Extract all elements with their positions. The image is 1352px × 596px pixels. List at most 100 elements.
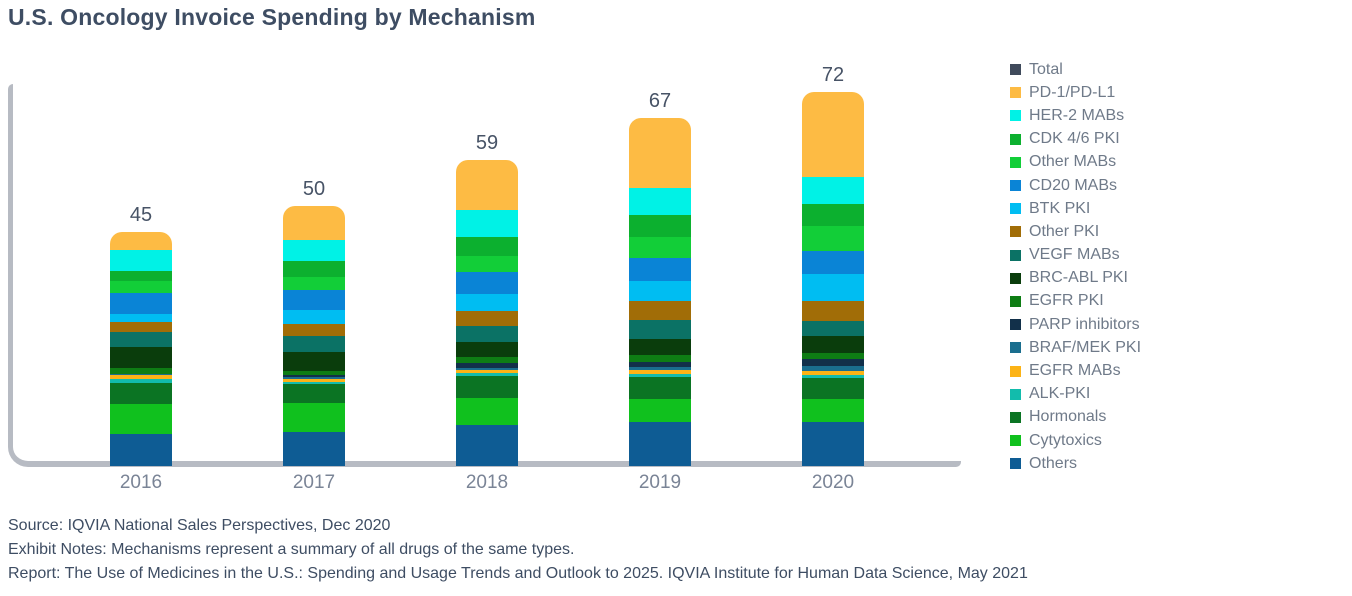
bar-segment	[802, 176, 864, 204]
legend-swatch-icon	[1010, 295, 1021, 307]
bar-segment	[802, 374, 864, 378]
bar-segment	[629, 215, 691, 238]
bar-segment	[629, 280, 691, 302]
bar-total-label: 45	[129, 204, 153, 227]
legend-label: BRC-ABL PKI	[1029, 269, 1128, 287]
legend-label: BTK PKI	[1029, 199, 1091, 217]
bar-segment	[110, 383, 172, 404]
bar-segment	[802, 377, 864, 400]
bar-segment	[110, 374, 172, 380]
bar-segment	[629, 422, 691, 466]
legend-label: Other MABs	[1029, 153, 1117, 171]
legend-label: Total	[1029, 60, 1063, 78]
legend-item: BRAF/MEK PKI	[1010, 336, 1141, 359]
bar-segment	[802, 300, 864, 321]
bar-segment	[629, 257, 691, 281]
bar-segment	[283, 240, 345, 261]
notes-line: Exhibit Notes: Mechanisms represent a su…	[8, 541, 575, 558]
legend-swatch-icon	[1010, 87, 1021, 99]
legend-item: CDK 4/6 PKI	[1010, 128, 1141, 151]
legend-label: VEGF MABs	[1029, 246, 1120, 264]
bar-group-2016: 45	[110, 204, 172, 466]
bar-segment	[456, 325, 518, 343]
legend-label: CDK 4/6 PKI	[1029, 130, 1120, 148]
legend-label: Others	[1029, 454, 1078, 472]
legend-label: CD20 MABs	[1029, 176, 1118, 194]
bar-stack	[802, 91, 864, 466]
bar-segment	[110, 403, 172, 434]
bar-segment	[629, 338, 691, 356]
bar-total-label: 67	[648, 89, 672, 112]
x-axis-label: 2016	[119, 472, 163, 493]
bar-segment	[629, 117, 691, 189]
bar-segment	[456, 357, 518, 363]
legend-item: VEGF MABs	[1010, 244, 1141, 267]
bar-segment	[283, 309, 345, 324]
bar-segment	[802, 203, 864, 226]
bar-segment	[802, 366, 864, 372]
bar-segment	[110, 379, 172, 384]
bar-segment	[802, 251, 864, 274]
bar-segment	[283, 403, 345, 432]
bar-segment	[283, 206, 345, 241]
bar-segment	[110, 367, 172, 374]
legend-item: HER-2 MABs	[1010, 104, 1141, 127]
bar-segment	[456, 398, 518, 426]
legend-swatch-icon	[1010, 319, 1021, 331]
bar-segment	[110, 314, 172, 323]
legend-item: EGFR PKI	[1010, 290, 1141, 313]
legend-swatch-icon	[1010, 458, 1021, 470]
legend-swatch-icon	[1010, 435, 1021, 447]
bar-segment	[283, 431, 345, 466]
bar-segment	[456, 370, 518, 373]
bar-segment	[802, 421, 864, 466]
bar-segment	[802, 91, 864, 177]
legend: Total PD-1/PD-L1 HER-2 MABs CDK 4/6 PKI Othe…	[1010, 58, 1141, 475]
bar-segment	[283, 276, 345, 291]
bar-segment	[629, 398, 691, 423]
bar-segment	[283, 384, 345, 404]
legend-swatch-icon	[1010, 342, 1021, 354]
bar-segment	[110, 281, 172, 294]
legend-swatch-icon	[1010, 272, 1021, 284]
bar-segment	[110, 374, 172, 375]
legend-swatch-icon	[1010, 411, 1021, 423]
bar-segment	[802, 320, 864, 337]
bar-segment	[802, 225, 864, 252]
legend-item: PD-1/PD-L1	[1010, 81, 1141, 104]
x-axis-label: 2017	[292, 472, 336, 493]
legend-label: EGFR MABs	[1029, 362, 1121, 380]
x-axis-label: 2020	[811, 472, 855, 493]
bar-segment	[110, 249, 172, 271]
bar-segment	[802, 273, 864, 301]
legend-item: Other PKI	[1010, 220, 1141, 243]
legend-item: Cytytoxics	[1010, 429, 1141, 452]
legend-label: PD-1/PD-L1	[1029, 83, 1116, 101]
legend-label: HER-2 MABs	[1029, 106, 1125, 124]
legend-item: Other MABs	[1010, 151, 1141, 174]
bar-segment	[629, 369, 691, 374]
legend-swatch-icon	[1010, 388, 1021, 400]
bar-segment	[456, 236, 518, 256]
legend-item: BTK PKI	[1010, 197, 1141, 220]
bar-segment	[802, 336, 864, 353]
bar-segment	[110, 270, 172, 282]
bar-segment	[802, 359, 864, 367]
bar-group-2019: 67	[629, 90, 691, 466]
bar-segment	[283, 290, 345, 310]
bar-segment	[110, 347, 172, 368]
legend-item: EGFR MABs	[1010, 359, 1141, 382]
bar-segment	[456, 362, 518, 368]
legend-swatch-icon	[1010, 133, 1021, 145]
x-axis-label: 2018	[465, 472, 509, 493]
legend-item: ALK-PKI	[1010, 383, 1141, 406]
bar-total-label: 50	[302, 178, 326, 201]
bar-segment	[110, 433, 172, 466]
footer: Source: IQVIA National Sales Perspective…	[8, 514, 1028, 586]
bar-segment	[802, 352, 864, 360]
bar-group-2017: 50	[283, 178, 345, 466]
bar-segment	[629, 301, 691, 320]
bar-total-label: 59	[475, 131, 499, 154]
legend-label: Other PKI	[1029, 222, 1100, 240]
